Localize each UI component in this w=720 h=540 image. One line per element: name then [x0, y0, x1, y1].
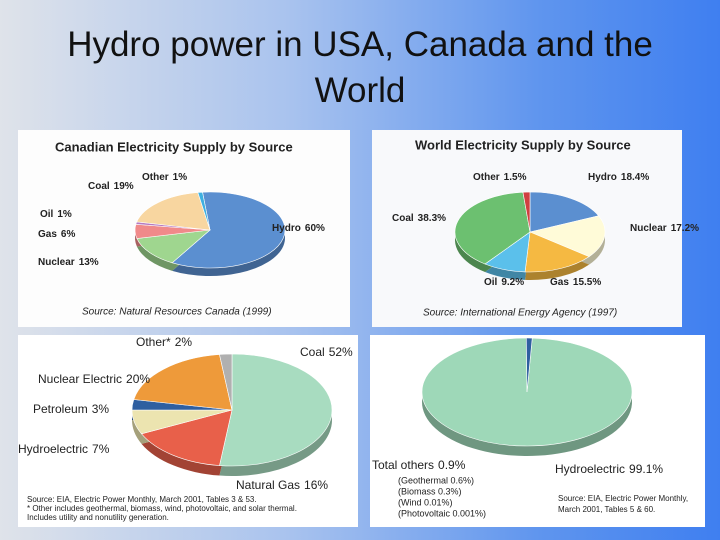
value-label: 1%	[57, 209, 72, 220]
slice-label: Other* 2%	[136, 335, 192, 349]
slice-label: Gas 15.5%	[550, 277, 601, 288]
note: * Other includes geothermal, biomass, wi…	[27, 504, 297, 513]
category-label: Hydro	[588, 172, 617, 183]
chart-source: Source: Natural Resources Canada (1999)	[82, 307, 272, 318]
slice-label: Oil 9.2%	[484, 277, 524, 288]
slice-label: Coal 19%	[88, 181, 134, 192]
pie-slice	[136, 192, 211, 231]
category-label: Other	[142, 172, 169, 183]
category-label: Oil	[484, 277, 498, 288]
category-label: Coal	[88, 181, 110, 192]
category-label: Nuclear Electric	[38, 372, 122, 386]
value-label: 1%	[173, 172, 188, 183]
category-label: Other*	[136, 335, 171, 349]
slide-title: Hydro power in USA, Canada and the World	[67, 25, 653, 110]
category-label: Nuclear	[38, 257, 75, 268]
pie-slice	[219, 353, 333, 467]
slice-label: Hydroelectric 7%	[18, 442, 110, 456]
chart-source: Source: International Energy Agency (199…	[423, 308, 617, 319]
category-label: Coal	[392, 213, 414, 224]
value-label: 38.3%	[418, 213, 446, 224]
value-label: 6%	[61, 229, 76, 240]
pie-slice	[454, 191, 531, 265]
value-label: 2%	[175, 335, 193, 349]
pie-slice	[140, 409, 233, 466]
category-label: Hydroelectric	[18, 442, 88, 456]
pie-slice	[197, 191, 211, 231]
value-label: 16%	[304, 478, 328, 492]
value-label: 13%	[79, 257, 99, 268]
category-label: Gas	[38, 229, 57, 240]
pie-slice	[529, 191, 600, 233]
value-label: 3%	[92, 402, 110, 416]
slice-label: Coal 52%	[300, 345, 353, 359]
value-label: 60%	[305, 223, 325, 234]
slice-label: Nuclear Electric 20%	[38, 372, 150, 386]
pie-slice	[522, 191, 531, 233]
slice-label: Gas 6%	[38, 229, 75, 240]
category-label: Petroleum	[33, 402, 88, 416]
category-label: Total others	[372, 458, 434, 472]
category-label: Nuclear	[630, 223, 667, 234]
value-label: 9.2%	[501, 277, 524, 288]
value-label: 0.9%	[438, 458, 466, 472]
chart-title: Canadian Electricity Supply by Source	[55, 139, 293, 154]
note: Source: EIA, Electric Power Monthly, Mar…	[27, 495, 257, 504]
slice-label: Coal 38.3%	[392, 213, 446, 224]
category-label: Gas	[550, 277, 569, 288]
category-label: Hydro	[272, 223, 301, 234]
category-label: Other	[473, 172, 500, 183]
value-label: 1.5%	[504, 172, 527, 183]
pie-slice	[219, 353, 233, 411]
pie-slice	[526, 337, 533, 393]
value-label: 18.4%	[621, 172, 649, 183]
annotation: (Biomass 0.3%)	[398, 486, 462, 496]
slice-label: Nuclear 17.2%	[630, 223, 699, 234]
slice-label: Hydro 18.4%	[588, 172, 649, 183]
slice-label: Nuclear 13%	[38, 257, 99, 268]
note: March 2001, Tables 5 & 60.	[558, 505, 655, 514]
slice-label: Hydro 60%	[272, 223, 325, 234]
category-label: Oil	[40, 209, 54, 220]
note: Source: EIA, Electric Power Monthly,	[558, 494, 688, 503]
note: Includes utility and nonutility generati…	[27, 513, 169, 522]
category-label: Coal	[300, 345, 325, 359]
value-label: 15.5%	[573, 277, 601, 288]
annotation: (Photovoltaic 0.001%)	[398, 508, 486, 518]
pie-slice	[133, 354, 233, 411]
slice-label: Natural Gas 16%	[236, 478, 328, 492]
value-label: 99.1%	[629, 462, 663, 476]
value-label: 52%	[329, 345, 353, 359]
value-label: 17.2%	[671, 223, 699, 234]
value-label: 7%	[92, 442, 110, 456]
pie-slice	[524, 231, 590, 273]
value-label: 19%	[114, 181, 134, 192]
value-label: 20%	[126, 372, 150, 386]
slice-label: Petroleum 3%	[33, 402, 109, 416]
slice-label: Oil 1%	[40, 209, 72, 220]
slice-label: Other 1%	[142, 172, 187, 183]
pie-slice	[171, 191, 286, 269]
category-label: Hydroelectric	[555, 462, 625, 476]
annotation: (Wind 0.01%)	[398, 497, 453, 507]
annotation: (Geothermal 0.6%)	[398, 475, 474, 485]
slice-label: Hydroelectric 99.1%	[555, 462, 663, 476]
chart-title: World Electricity Supply by Source	[415, 137, 631, 152]
pie-slice	[529, 215, 606, 257]
category-label: Natural Gas	[236, 478, 300, 492]
slice-label: Other 1.5%	[473, 172, 527, 183]
slice-label: Total others 0.9%	[372, 458, 466, 472]
pie-slice	[136, 229, 211, 264]
